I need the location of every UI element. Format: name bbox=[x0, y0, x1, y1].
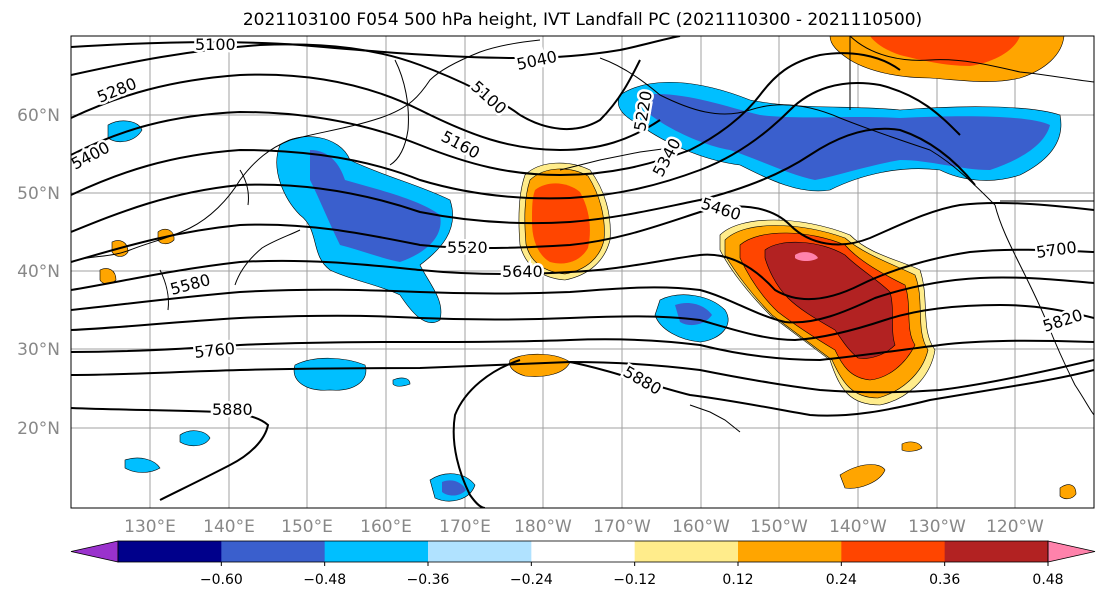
coast-alaska bbox=[599, 57, 996, 206]
pos-region-ne-pacific-darkred bbox=[764, 241, 896, 359]
coastlines bbox=[71, 36, 1094, 433]
contour-label: 5100 bbox=[195, 35, 236, 54]
colorbar-extend-high bbox=[1047, 540, 1096, 563]
coast-na-west bbox=[994, 204, 1094, 416]
lon-label: 170°E bbox=[439, 517, 491, 537]
colorbar-frame bbox=[117, 540, 1049, 563]
pos-region-small-7 bbox=[99, 268, 117, 285]
pos-region-small-1 bbox=[509, 353, 571, 377]
pos-region-arctic-red bbox=[870, 36, 1020, 66]
longitude-labels: 130°E 140°E 150°E 160°E 170°E 180°W 170°… bbox=[124, 517, 1044, 537]
neg-region-subtropic-1 bbox=[293, 357, 367, 391]
lon-label: 150°E bbox=[281, 517, 333, 537]
islands-aleutian bbox=[559, 147, 671, 171]
islands-hawaii bbox=[689, 404, 741, 433]
colorbar-ticks: −0.60 −0.48 −0.36 −0.24 −0.12 0.12 0.24 0.36 0.4… bbox=[200, 562, 1064, 588]
pos-region-ne-pacific-pink bbox=[795, 252, 818, 261]
lon-label: 120°W bbox=[986, 517, 1044, 537]
contour-label: 5640 bbox=[502, 262, 543, 281]
lat-label: 30°N bbox=[17, 340, 60, 360]
map-title: 2021103100 F054 500 hPa height, IVT Land… bbox=[242, 10, 923, 30]
colorbar-segment bbox=[221, 541, 326, 562]
coast-korea bbox=[159, 269, 169, 311]
latitude-labels: 60°N 50°N 40°N 30°N 20°N bbox=[17, 106, 60, 439]
map-frame bbox=[70, 35, 1095, 509]
lon-label: 140°E bbox=[203, 517, 255, 537]
colorbar-segment bbox=[634, 541, 739, 562]
colorbar-tick-label: −0.60 bbox=[200, 572, 243, 588]
colorbar-tick-label: −0.48 bbox=[303, 572, 346, 588]
colorbar-segment bbox=[841, 541, 946, 562]
lon-label: 130°W bbox=[908, 517, 966, 537]
colorbar-extend-low bbox=[70, 540, 119, 563]
colorbar: −0.60 −0.48 −0.36 −0.24 −0.12 0.12 0.24 0.36 0.4… bbox=[70, 540, 1096, 588]
pos-region-small-5 bbox=[1059, 484, 1077, 500]
lon-label: 170°W bbox=[593, 517, 651, 537]
colorbar-segment bbox=[118, 541, 222, 562]
neg-region-central-pacific-core bbox=[675, 303, 712, 326]
colorbar-tick-label: −0.12 bbox=[613, 572, 656, 588]
neg-region-nw-pacific-core bbox=[310, 150, 441, 262]
pos-region-small-2 bbox=[839, 464, 886, 489]
lat-label: 20°N bbox=[17, 419, 60, 439]
pos-region-small-6 bbox=[901, 441, 923, 452]
colorbar-tick-label: 0.24 bbox=[826, 572, 857, 588]
colorbar-tick-label: 0.48 bbox=[1032, 572, 1063, 588]
neg-region-subtropic-2 bbox=[179, 430, 211, 447]
coast-arctic bbox=[849, 36, 1094, 83]
lon-label: 160°E bbox=[360, 517, 412, 537]
colorbar-segment bbox=[738, 541, 842, 562]
lat-label: 60°N bbox=[17, 106, 60, 126]
colorbar-segments bbox=[70, 540, 1096, 563]
coast-asia bbox=[71, 39, 541, 263]
map-panel: 5100 5040 5280 5100 5160 5400 5220 5340 … bbox=[71, 35, 1094, 508]
contour-label: 5880 bbox=[212, 400, 253, 419]
lat-label: 50°N bbox=[17, 184, 60, 204]
contour-label: 5520 bbox=[447, 238, 488, 257]
coast-kamchatka bbox=[389, 59, 409, 166]
lon-label: 180°W bbox=[514, 517, 572, 537]
neg-region-small-2 bbox=[392, 377, 411, 387]
neg-region-subtropic-3 bbox=[124, 457, 161, 473]
lon-label: 160°W bbox=[672, 517, 730, 537]
colorbar-tick-label: −0.36 bbox=[407, 572, 450, 588]
colorbar-segment bbox=[944, 541, 1049, 562]
lat-label: 40°N bbox=[17, 262, 60, 282]
colorbar-tick-label: 0.36 bbox=[929, 572, 960, 588]
colorbar-segment bbox=[531, 541, 636, 562]
colorbar-tick-label: −0.24 bbox=[510, 572, 553, 588]
colorbar-segment bbox=[324, 541, 429, 562]
lon-label: 140°W bbox=[829, 517, 887, 537]
colorbar-tick-label: 0.12 bbox=[722, 572, 753, 588]
colorbar-segment bbox=[428, 541, 532, 562]
height-contours bbox=[71, 36, 1094, 508]
lon-label: 130°E bbox=[124, 517, 176, 537]
neg-region-subtropic-4-core bbox=[442, 480, 466, 496]
lon-label: 150°W bbox=[750, 517, 808, 537]
